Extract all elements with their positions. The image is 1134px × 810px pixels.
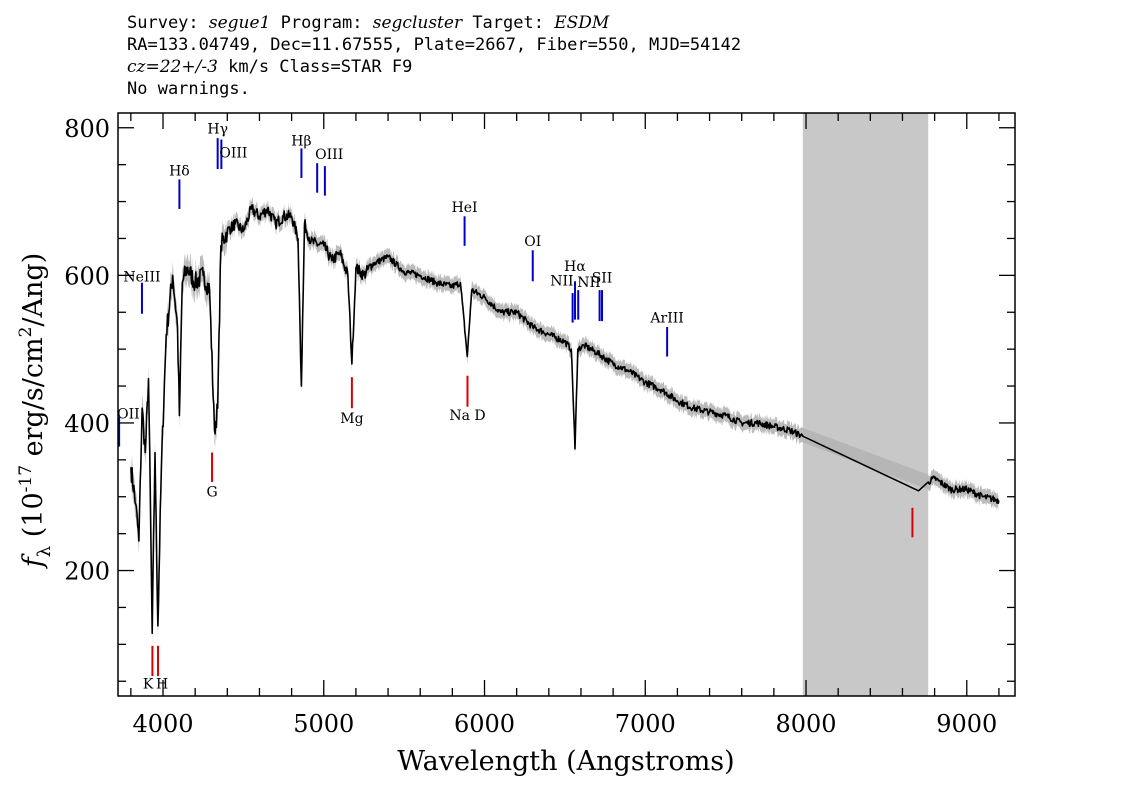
absorption-line-label-0: K [143, 677, 154, 693]
class-value: km/s Class=STAR F9 [217, 57, 413, 77]
absorption-line-label-1: H [156, 677, 168, 693]
spectrum-header: Survey: segue1 Program: segcluster Targe… [127, 12, 741, 100]
emission-line-label-2: Hδ [169, 164, 190, 180]
y-label-sub: λ [34, 546, 55, 557]
emission-line-label-13: NII [577, 275, 600, 291]
emission-line-label-6: OIII [315, 147, 343, 163]
x-axis-label: Wavelength (Angstroms) [397, 746, 734, 777]
absorption-line-label-4: Na D [449, 408, 485, 424]
y-label-exp2: 2 [16, 327, 36, 338]
header-line-1: Survey: segue1 Program: segcluster Targe… [127, 12, 741, 34]
x-tick-label: 6000 [454, 710, 515, 738]
program-label: Program: [270, 13, 373, 33]
absorption-line-label-2: G [206, 485, 217, 501]
emission-line-label-8: HeI [452, 200, 478, 216]
x-tick-label: 8000 [775, 710, 836, 738]
left-margin-cover [0, 113, 117, 696]
emission-line-label-1: NeIII [123, 269, 160, 285]
x-axis: 4000 5000 6000 7000 8000 9000 [130, 113, 1000, 738]
y-tick-label: 400 [64, 410, 110, 438]
emission-line-label-10: NII [550, 274, 573, 290]
y-axis-label: fλ (10-17 erg/s/cm2/Ang) [16, 253, 55, 569]
y-label-part2: erg/s/cm [18, 337, 49, 465]
y-tick-label: 200 [64, 558, 110, 586]
target-label: Target: [462, 13, 555, 33]
target-value: ESDM [554, 13, 610, 33]
header-line-4: No warnings. [127, 79, 250, 99]
survey-value: segue1 [208, 13, 271, 33]
x-tick-label: 9000 [936, 710, 997, 738]
y-tick-label: 800 [64, 115, 110, 143]
header-line-2: RA=133.04749, Dec=11.67555, Plate=2667, … [127, 35, 742, 55]
emission-line-label-9: OI [524, 234, 541, 250]
y-label-exp1: -17 [16, 465, 36, 492]
y-axis: 200 400 600 800 [64, 115, 1015, 682]
header-line-3: cz=22+/-3 km/s Class=STAR F9 [127, 56, 741, 78]
emission-line-label-4: OIII [219, 145, 247, 161]
masked-region [802, 113, 929, 696]
emission-line-label-11: Hα [564, 259, 586, 275]
redshift-value: cz=22+/-3 [127, 57, 218, 77]
emission-line-label-14: SII [592, 271, 613, 287]
y-tick-label: 600 [64, 262, 110, 290]
absorption-line-label-3: Mg [340, 411, 363, 427]
x-tick-label: 7000 [615, 710, 676, 738]
x-tick-label: 5000 [293, 710, 354, 738]
plot-frame [117, 112, 1016, 697]
emission-line-label-15: ArIII [649, 311, 683, 327]
program-value: segcluster [372, 13, 463, 33]
emission-line-label-0: OII [117, 407, 140, 423]
survey-label: Survey: [127, 13, 209, 33]
y-label-part3: /Ang) [18, 253, 49, 327]
spectral-line-markers: OIINeIIIHδHγOIIIHβOIIIHeIOINIIHαNIISIIAr… [0, 113, 914, 696]
emission-line-label-3: Hγ [207, 122, 228, 138]
y-label-part1: (10 [18, 492, 49, 545]
x-tick-label: 4000 [132, 710, 193, 738]
emission-line-label-5: Hβ [291, 133, 311, 149]
flux-series-line [130, 204, 1000, 635]
